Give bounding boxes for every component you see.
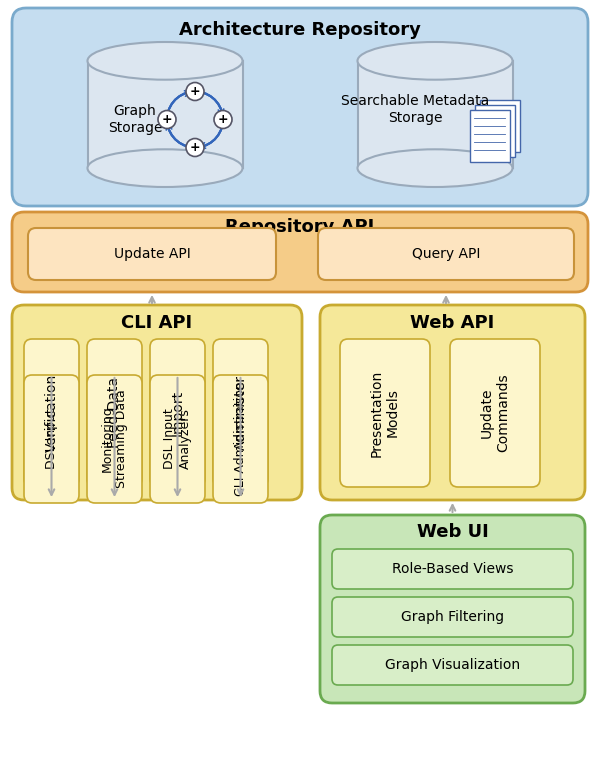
FancyBboxPatch shape bbox=[150, 339, 205, 487]
FancyBboxPatch shape bbox=[320, 305, 585, 500]
FancyBboxPatch shape bbox=[24, 339, 79, 487]
Circle shape bbox=[158, 110, 176, 129]
FancyBboxPatch shape bbox=[12, 8, 588, 206]
Text: Import: Import bbox=[170, 390, 185, 436]
Text: DSL Input: DSL Input bbox=[45, 409, 58, 470]
Circle shape bbox=[214, 110, 232, 129]
FancyBboxPatch shape bbox=[332, 645, 573, 685]
FancyBboxPatch shape bbox=[24, 375, 79, 503]
Text: Architecture Repository: Architecture Repository bbox=[179, 21, 421, 39]
Text: Update
Commands: Update Commands bbox=[480, 374, 510, 453]
FancyBboxPatch shape bbox=[332, 597, 573, 637]
Text: Web API: Web API bbox=[410, 314, 494, 332]
FancyBboxPatch shape bbox=[470, 109, 510, 161]
Text: Role-Based Views: Role-Based Views bbox=[392, 562, 513, 576]
Text: Graph Visualization: Graph Visualization bbox=[385, 658, 520, 672]
Text: Administer: Administer bbox=[233, 375, 248, 450]
Text: Graph Filtering: Graph Filtering bbox=[401, 610, 504, 624]
Text: Searchable Metadata
Storage: Searchable Metadata Storage bbox=[341, 94, 489, 125]
Text: +: + bbox=[190, 85, 200, 98]
FancyBboxPatch shape bbox=[213, 339, 268, 487]
FancyBboxPatch shape bbox=[28, 228, 276, 280]
FancyBboxPatch shape bbox=[475, 105, 515, 157]
Ellipse shape bbox=[88, 42, 242, 79]
Text: DSL Input
Analyzers: DSL Input Analyzers bbox=[163, 409, 191, 470]
FancyBboxPatch shape bbox=[480, 99, 520, 151]
Text: +: + bbox=[161, 113, 172, 126]
Ellipse shape bbox=[358, 150, 512, 187]
Text: Web UI: Web UI bbox=[416, 523, 488, 541]
Text: Monitoring
Streaming Data: Monitoring Streaming Data bbox=[101, 389, 128, 488]
Text: CLI Administration: CLI Administration bbox=[234, 382, 247, 497]
Text: +: + bbox=[218, 113, 229, 126]
FancyBboxPatch shape bbox=[318, 228, 574, 280]
Text: +: + bbox=[190, 141, 200, 154]
Text: Presentation
Models: Presentation Models bbox=[370, 369, 400, 456]
FancyBboxPatch shape bbox=[87, 339, 142, 487]
Text: Repository API: Repository API bbox=[226, 218, 374, 236]
FancyBboxPatch shape bbox=[340, 339, 430, 487]
Circle shape bbox=[186, 139, 204, 157]
FancyBboxPatch shape bbox=[12, 212, 588, 292]
Text: Graph
Storage: Graph Storage bbox=[108, 104, 162, 135]
Ellipse shape bbox=[358, 42, 512, 79]
FancyBboxPatch shape bbox=[88, 61, 242, 168]
FancyBboxPatch shape bbox=[213, 375, 268, 503]
Circle shape bbox=[186, 82, 204, 100]
FancyBboxPatch shape bbox=[450, 339, 540, 487]
FancyBboxPatch shape bbox=[332, 549, 573, 589]
FancyBboxPatch shape bbox=[320, 515, 585, 703]
Text: CLI API: CLI API bbox=[121, 314, 193, 332]
Text: Verification: Verification bbox=[44, 374, 59, 452]
FancyBboxPatch shape bbox=[150, 375, 205, 503]
FancyBboxPatch shape bbox=[358, 61, 512, 168]
Ellipse shape bbox=[88, 150, 242, 187]
FancyBboxPatch shape bbox=[87, 375, 142, 503]
Text: Feed Data: Feed Data bbox=[107, 378, 121, 449]
Text: Update API: Update API bbox=[113, 247, 190, 261]
FancyBboxPatch shape bbox=[12, 305, 302, 500]
Text: Query API: Query API bbox=[412, 247, 480, 261]
